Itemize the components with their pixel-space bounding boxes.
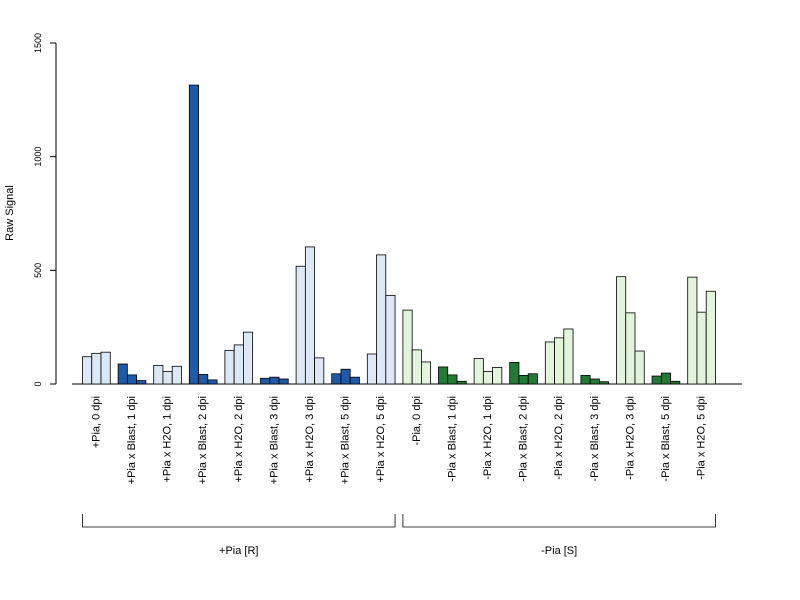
bar <box>527 373 538 385</box>
bar <box>295 265 306 385</box>
x-tick-label: -Pia x H2O, 3 dpi <box>624 396 636 480</box>
x-tick-label: -Pia x H2O, 2 dpi <box>553 396 565 480</box>
bar <box>100 351 111 385</box>
bar <box>171 365 182 385</box>
bar <box>207 379 218 385</box>
bar <box>456 380 467 385</box>
bar <box>349 376 360 385</box>
x-tick-label: -Pia x H2O, 5 dpi <box>696 396 708 480</box>
bar <box>616 276 627 385</box>
y-axis-label: Raw Signal <box>4 185 16 241</box>
bar <box>687 276 698 385</box>
bar <box>376 254 387 385</box>
y-tick-label: 500 <box>33 263 43 278</box>
bar <box>331 373 342 385</box>
bar <box>554 337 565 385</box>
bar <box>509 362 520 385</box>
bar <box>82 356 93 385</box>
bar <box>625 312 636 385</box>
bars <box>82 84 716 385</box>
bar <box>402 309 413 385</box>
x-tick-label: +Pia x H2O, 1 dpi <box>162 396 174 483</box>
bar <box>224 349 235 385</box>
group-bracket <box>402 514 716 528</box>
bar <box>482 371 494 385</box>
bar <box>91 352 102 385</box>
bar <box>473 358 484 385</box>
bar <box>162 371 173 385</box>
bar <box>278 378 289 385</box>
bar <box>340 368 351 385</box>
bar <box>411 349 422 385</box>
bar <box>670 380 681 385</box>
bar <box>153 364 164 385</box>
y-tick-label: 0 <box>33 381 43 386</box>
bar <box>242 331 254 385</box>
y-tick-label: 1000 <box>33 147 43 167</box>
bar <box>599 381 610 385</box>
bar <box>544 341 555 385</box>
group-bracket <box>82 514 396 528</box>
x-tick-label: +Pia x Blast, 5 dpi <box>340 396 352 484</box>
bar <box>260 377 271 385</box>
bar <box>696 311 707 385</box>
bar <box>438 366 449 385</box>
group-brackets: +Pia [R] -Pia [S] <box>82 514 716 557</box>
bar <box>563 328 574 385</box>
x-tick-label: +Pia x H2O, 2 dpi <box>233 396 245 483</box>
x-tick-label: -Pia x H2O, 1 dpi <box>482 396 494 480</box>
x-tick-label: -Pia x Blast, 1 dpi <box>446 396 458 482</box>
bar <box>366 353 377 385</box>
bar <box>492 367 503 385</box>
x-tick-label: +Pia, 0 dpi <box>90 396 102 448</box>
x-tick-label: +Pia x Blast, 3 dpi <box>268 396 280 484</box>
x-tick-label: -Pia x Blast, 5 dpi <box>660 396 672 482</box>
x-tick-label: -Pia x Blast, 2 dpi <box>518 396 530 482</box>
x-tick-label: -Pia, 0 dpi <box>411 396 423 446</box>
x-tick-label: +Pia x Blast, 2 dpi <box>197 396 209 484</box>
bar <box>314 357 325 385</box>
x-tick-labels: +Pia, 0 dpi +Pia x Blast, 1 dpi +Pia x H2O… <box>90 396 707 484</box>
bar <box>136 380 147 385</box>
group-label: -Pia [S] <box>541 545 577 557</box>
bar <box>385 294 396 385</box>
group-label: +Pia [R] <box>219 545 258 557</box>
bar <box>580 374 591 385</box>
bar <box>198 374 209 385</box>
bar <box>589 378 600 385</box>
bar <box>705 290 716 385</box>
bar <box>233 344 244 385</box>
bar <box>269 376 280 385</box>
bar <box>447 374 458 385</box>
y-ticks: 0 500 1000 1500 <box>33 33 56 387</box>
bar <box>420 361 432 385</box>
x-tick-label: +Pia x H2O, 5 dpi <box>375 396 387 483</box>
bar <box>634 350 645 385</box>
x-tick-label: -Pia x Blast, 3 dpi <box>589 396 601 482</box>
bar <box>660 372 671 385</box>
bar <box>651 375 662 385</box>
bar <box>126 374 137 385</box>
bar <box>117 363 128 385</box>
y-tick-label: 1500 <box>33 33 43 53</box>
bar <box>304 246 316 385</box>
bar <box>188 84 199 385</box>
x-tick-label: +Pia x Blast, 1 dpi <box>126 396 138 484</box>
x-tick-label: +Pia x H2O, 3 dpi <box>304 396 316 483</box>
bar <box>518 374 529 385</box>
